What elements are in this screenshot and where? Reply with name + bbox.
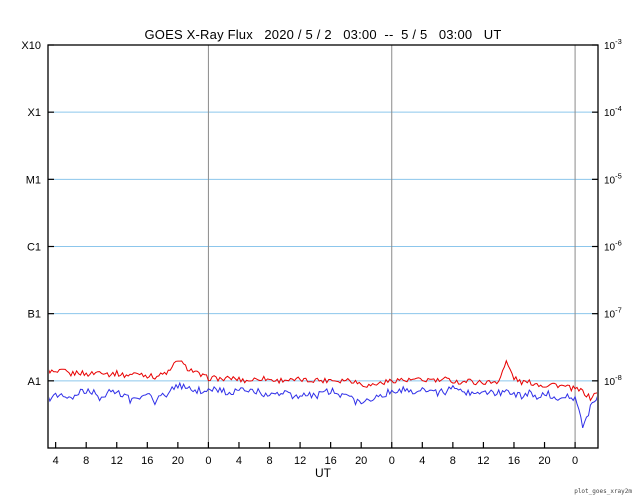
x-tick-label: 4 [419,455,425,467]
x-tick-label: 4 [236,455,242,467]
x-tick-label: 16 [141,455,153,467]
y-power-label: 10-3 [604,37,622,52]
x-tick-label: 16 [325,455,337,467]
y-class-label: A1 [28,376,41,388]
chart-title: GOES X-Ray Flux 2020 / 5 / 2 03:00 -- 5 … [144,27,502,42]
red-line [49,359,597,402]
x-tick-label: 0 [572,455,578,467]
x-tick-label: 20 [355,455,367,467]
y-power-label: 10-6 [604,239,622,254]
x-tick-label: 12 [294,455,306,467]
x-tick-label: 0 [389,455,395,467]
x-tick-label: 16 [508,455,520,467]
y-class-label: B1 [28,309,41,321]
flux-traces [49,359,597,429]
decade-gridlines [48,111,598,382]
y-power-label: 10-8 [604,373,622,388]
watermark-text: plot_goes_xray2m [574,488,632,495]
x-tick-label: 8 [266,455,272,467]
x-tick-label: 8 [83,455,89,467]
x-tick-label: 4 [53,455,59,467]
y-class-label: C1 [27,242,41,254]
x-tick-label: 20 [172,455,184,467]
y-class-label: X1 [28,107,41,119]
y-class-label: M1 [26,174,41,186]
x-axis-label: UT [315,466,331,480]
x-tick-label: 8 [450,455,456,467]
blue-line [49,381,597,429]
y-power-label: 10-7 [604,306,622,321]
y-power-label: 10-4 [604,104,622,119]
y-power-label: 10-5 [604,171,622,186]
x-ticks: 4 8 12 16 20 0 4 8 12 16 20 0 4 8 12 16 20 0 [53,442,578,467]
x-tick-label: 12 [477,455,489,467]
y-ticks-and-labels: X10 X1 M1 C1 B1 A1 10-3 10-4 10-5 10-6 10-7 10-8 [21,37,621,388]
y-class-label: X10 [21,40,41,52]
x-tick-label: 0 [205,455,211,467]
x-tick-label: 20 [538,455,550,467]
x-tick-label: 12 [111,455,123,467]
